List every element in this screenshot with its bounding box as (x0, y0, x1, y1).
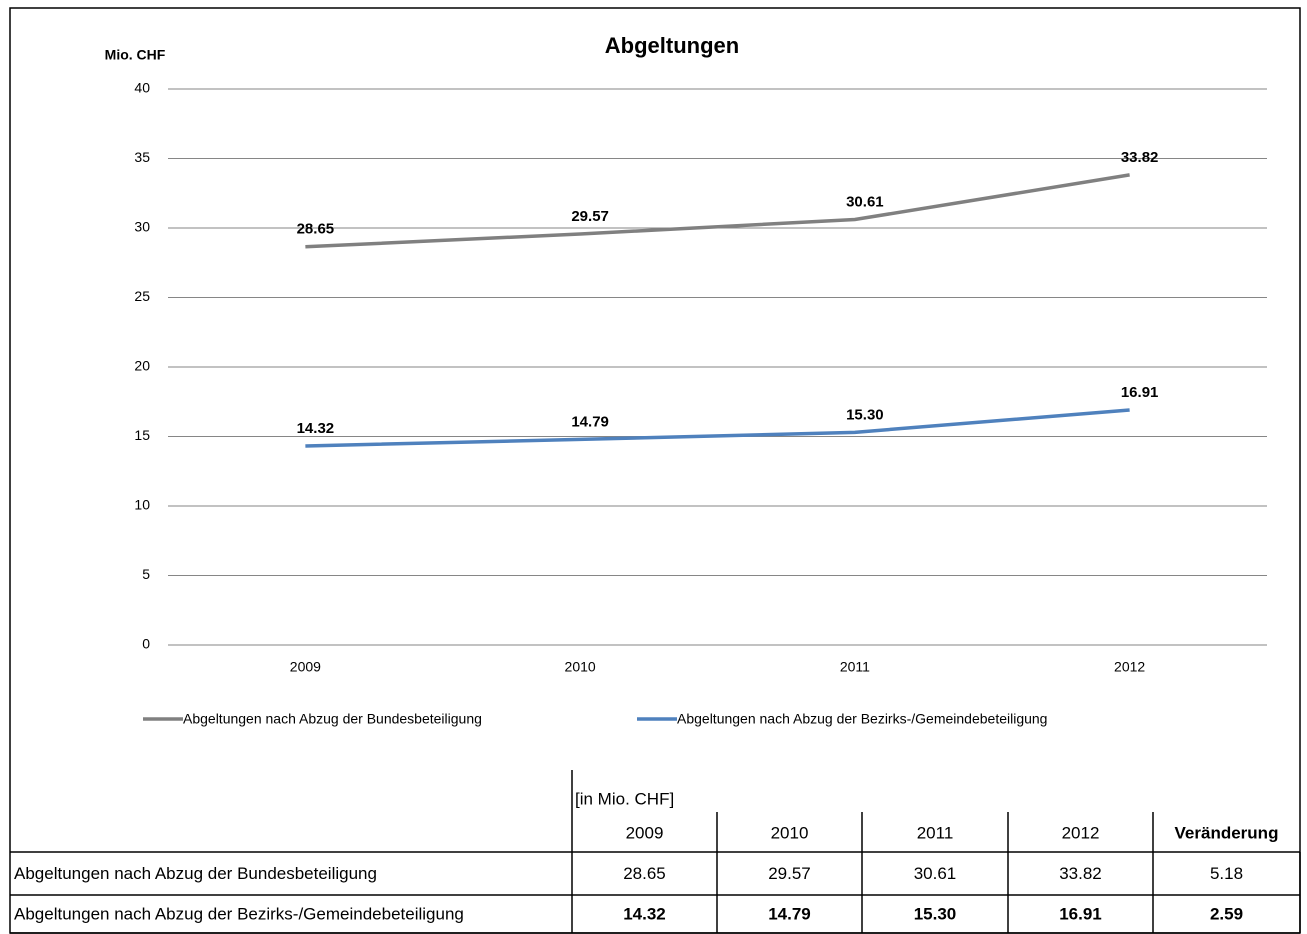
x-tick-label: 2010 (565, 659, 596, 675)
table-cell: 30.61 (914, 864, 957, 883)
y-tick-label: 20 (134, 358, 150, 374)
table-cell: 29.57 (768, 864, 811, 883)
data-label: 30.61 (846, 193, 884, 210)
data-label: 15.30 (846, 406, 884, 423)
column-header: 2009 (626, 823, 664, 842)
table-unit: [in Mio. CHF] (575, 789, 674, 808)
table-cell: 16.91 (1059, 904, 1102, 923)
x-tick-label: 2012 (1114, 659, 1145, 675)
table-cell: 15.30 (914, 904, 957, 923)
chart-title: Abgeltungen (605, 33, 739, 58)
y-tick-label: 5 (142, 566, 150, 582)
table-cell: 5.18 (1210, 864, 1243, 883)
y-tick-label: 25 (134, 288, 150, 304)
column-header: 2011 (917, 823, 954, 842)
column-header: 2010 (771, 823, 809, 842)
table-cell: 14.32 (623, 904, 666, 923)
row-label: Abgeltungen nach Abzug der Bundesbeteili… (14, 864, 377, 883)
y-tick-label: 15 (134, 427, 150, 443)
data-label: 14.79 (571, 413, 609, 430)
table-cell: 28.65 (623, 864, 666, 883)
table-cell: 2.59 (1210, 904, 1243, 923)
data-label: 33.82 (1121, 149, 1159, 166)
y-tick-label: 10 (134, 497, 150, 513)
y-tick-label: 35 (134, 149, 150, 165)
column-header: 2012 (1062, 823, 1100, 842)
data-label: 16.91 (1121, 384, 1159, 401)
data-label: 28.65 (297, 221, 335, 238)
y-tick-label: 30 (134, 219, 150, 235)
line (305, 173, 1130, 249)
row-label: Abgeltungen nach Abzug der Bezirks-/Geme… (14, 904, 464, 923)
data-label: 29.57 (571, 208, 609, 225)
x-tick-label: 2011 (840, 659, 870, 675)
line (305, 408, 1130, 448)
x-tick-label: 2009 (290, 659, 321, 675)
table-cell: 14.79 (768, 904, 811, 923)
y-tick-label: 40 (134, 80, 150, 96)
y-axis-title: Mio. CHF (105, 47, 166, 63)
table-cell: 33.82 (1059, 864, 1102, 883)
column-header: Veränderung (1175, 823, 1279, 842)
data-label: 14.32 (297, 420, 335, 437)
legend-label: Abgeltungen nach Abzug der Bundesbeteili… (183, 711, 482, 727)
y-tick-label: 0 (142, 636, 150, 652)
legend-label: Abgeltungen nach Abzug der Bezirks-/Geme… (677, 711, 1047, 727)
